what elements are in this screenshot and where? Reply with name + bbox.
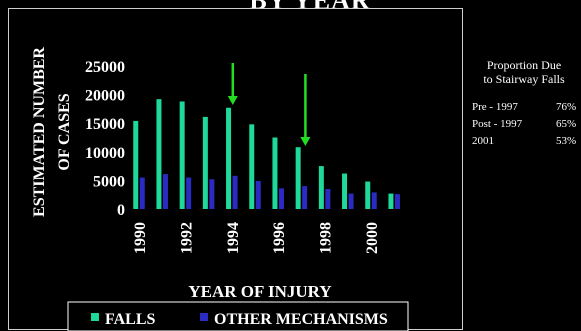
bar-chart: ESTIMATED NUMBER OF CASES 0 5000 10000 15000 2… bbox=[31, 47, 409, 331]
x-tick-label: 1998 bbox=[318, 222, 335, 254]
proportion-row-value: 76% bbox=[556, 101, 577, 113]
plot-panel: ESTIMATED NUMBER OF CASES 0 5000 10000 15000 2… bbox=[8, 8, 463, 331]
arrow-head bbox=[227, 96, 238, 105]
y-tick-label: 20000 bbox=[85, 88, 125, 105]
proportion-row-label: 2001 bbox=[472, 135, 494, 147]
proportion-row-label: Pre - 1997 bbox=[472, 101, 518, 113]
bar-falls bbox=[202, 116, 208, 209]
x-tick-label: 1994 bbox=[225, 222, 242, 254]
bar-other-mechanisms bbox=[371, 192, 377, 209]
y-tick-label: 15000 bbox=[85, 116, 125, 133]
bar-falls bbox=[365, 181, 371, 209]
bar-other-mechanisms bbox=[302, 186, 308, 209]
proportion-panel: Proportion Due to Stairway Falls Pre - 1… bbox=[467, 58, 581, 150]
y-tick-label: 25000 bbox=[85, 59, 125, 76]
proportion-row: 2001 53% bbox=[467, 133, 581, 150]
bar-falls bbox=[295, 147, 301, 209]
y-axis-label: OF CASES bbox=[56, 93, 73, 170]
bar-other-mechanisms bbox=[255, 180, 261, 209]
arrow-head bbox=[300, 137, 311, 146]
bar-falls bbox=[318, 166, 324, 209]
legend-swatch bbox=[91, 313, 99, 321]
proportion-heading-line2: to Stairway Falls bbox=[483, 72, 565, 86]
bar-other-mechanisms bbox=[278, 188, 284, 209]
x-axis-label: YEAR OF INJURY bbox=[188, 282, 331, 301]
proportion-row-value: 53% bbox=[556, 135, 577, 147]
y-tick-label: 5000 bbox=[93, 173, 125, 190]
x-tick-label: 1992 bbox=[178, 222, 195, 254]
bar-other-mechanisms bbox=[186, 177, 192, 209]
bar-falls bbox=[156, 99, 162, 209]
legend-label: OTHER MECHANISMS bbox=[214, 311, 388, 328]
bar-other-mechanisms bbox=[325, 188, 331, 209]
x-tick-label: 1996 bbox=[271, 222, 288, 254]
proportion-row-value: 65% bbox=[556, 118, 577, 130]
legend-swatch bbox=[200, 313, 208, 321]
bar-other-mechanisms bbox=[209, 179, 215, 209]
proportion-row-label: Post - 1997 bbox=[472, 118, 523, 130]
legend-label: FALLS bbox=[105, 311, 155, 328]
x-tick-label: 2000 bbox=[364, 222, 381, 254]
bar-falls bbox=[388, 193, 394, 209]
bar-falls bbox=[249, 124, 255, 209]
proportion-heading: Proportion Due to Stairway Falls bbox=[467, 58, 581, 86]
bar-other-mechanisms bbox=[394, 194, 400, 209]
bar-other-mechanisms bbox=[348, 193, 354, 209]
x-tick-label: 1990 bbox=[132, 222, 149, 254]
proportion-row: Pre - 1997 76% bbox=[467, 99, 581, 116]
y-tick-label: 0 bbox=[117, 202, 125, 219]
bar-other-mechanisms bbox=[232, 175, 238, 209]
bar-falls bbox=[272, 137, 278, 209]
bar-other-mechanisms bbox=[139, 177, 145, 209]
chart-title: BY YEAR bbox=[249, 0, 371, 15]
bar-falls bbox=[133, 120, 139, 209]
bar-falls bbox=[179, 101, 185, 209]
bar-falls bbox=[226, 107, 232, 209]
proportion-heading-line1: Proportion Due bbox=[486, 58, 562, 72]
proportion-row: Post - 1997 65% bbox=[467, 116, 581, 133]
bar-falls bbox=[342, 173, 348, 209]
y-tick-label: 10000 bbox=[85, 145, 125, 162]
legend-box bbox=[67, 301, 409, 331]
bar-other-mechanisms bbox=[162, 174, 168, 209]
y-axis-label: ESTIMATED NUMBER bbox=[31, 47, 48, 217]
